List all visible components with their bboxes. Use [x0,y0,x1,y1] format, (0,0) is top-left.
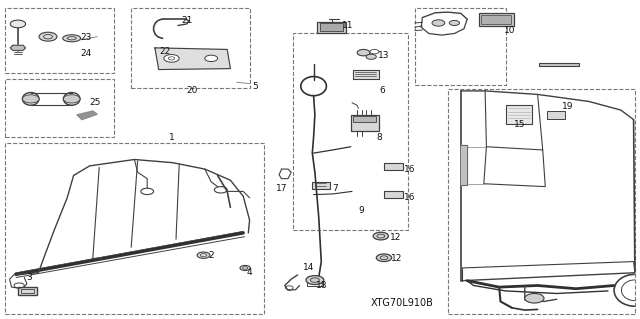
Text: 20: 20 [186,86,198,95]
Bar [479,13,514,26]
Circle shape [373,232,388,240]
Text: 5: 5 [252,82,257,91]
Circle shape [39,32,57,41]
Bar [351,115,379,131]
Text: 16: 16 [404,193,415,202]
Polygon shape [10,45,26,50]
Bar [415,8,506,85]
Text: 12: 12 [391,254,403,263]
Text: 12: 12 [390,233,401,242]
Bar [539,63,579,66]
Text: 24: 24 [80,49,92,58]
Text: 15: 15 [514,120,525,129]
Bar [317,22,346,33]
Text: 16: 16 [404,165,415,174]
Text: 1: 1 [169,133,174,142]
Circle shape [432,20,445,26]
Text: 3: 3 [27,273,32,282]
Circle shape [22,95,39,103]
Bar [448,89,635,314]
Bar [21,289,34,293]
Ellipse shape [63,35,81,42]
Circle shape [205,55,218,62]
Circle shape [240,265,250,271]
Bar [5,8,114,73]
Text: 11: 11 [342,21,353,30]
Circle shape [376,254,392,262]
Bar [312,182,330,189]
Bar [353,70,379,79]
Text: 19: 19 [562,102,573,111]
Text: 23: 23 [80,33,92,42]
Bar [547,111,565,119]
Polygon shape [77,111,97,120]
Text: 6: 6 [380,86,385,95]
Text: 2: 2 [209,251,214,260]
Text: 13: 13 [378,51,389,60]
Circle shape [357,49,370,56]
Bar [481,15,511,24]
Text: 4: 4 [247,268,252,277]
Circle shape [449,20,460,26]
Ellipse shape [63,93,80,105]
Text: 14: 14 [303,263,315,272]
Bar [5,79,114,137]
Bar [293,33,408,230]
Circle shape [63,95,80,103]
Circle shape [366,54,376,59]
Text: XTG70L910B: XTG70L910B [371,298,433,308]
Text: 22: 22 [159,47,171,56]
Circle shape [164,55,179,62]
Text: 10: 10 [504,26,515,35]
Circle shape [306,276,324,285]
Bar [384,163,403,170]
Text: 17: 17 [276,184,287,193]
Bar [5,143,264,314]
Text: 7: 7 [333,184,338,193]
Text: 18: 18 [316,281,327,290]
Text: 8: 8 [376,133,381,142]
Text: 25: 25 [89,98,100,107]
Polygon shape [461,145,467,185]
Bar [320,23,343,31]
Text: 9: 9 [359,206,364,215]
Circle shape [525,293,544,303]
Bar [18,287,37,295]
Bar [131,8,250,88]
Circle shape [197,252,210,258]
Bar [384,191,403,198]
Ellipse shape [22,93,39,105]
Bar [353,116,376,122]
Polygon shape [155,48,230,70]
Text: 21: 21 [182,16,193,25]
Bar [506,105,532,124]
Circle shape [10,20,26,28]
